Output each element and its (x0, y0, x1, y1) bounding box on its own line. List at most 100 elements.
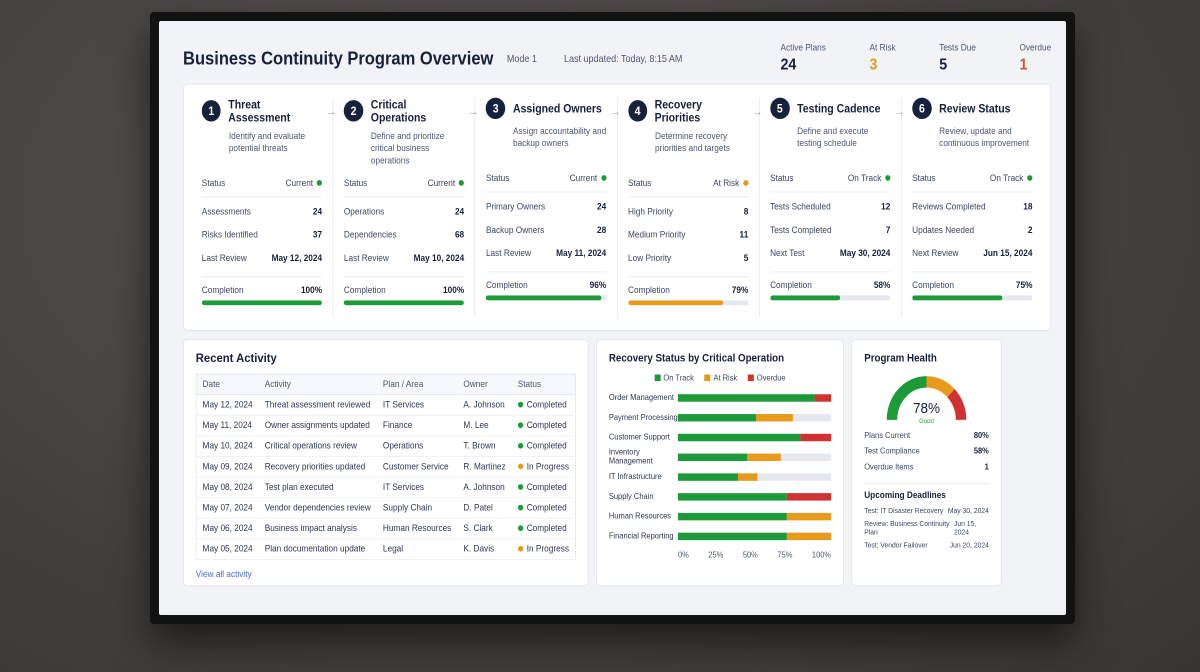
deadline-date: May 30, 2024 (947, 506, 989, 515)
completion-label: Completion (912, 280, 954, 291)
bar-track (677, 492, 832, 501)
table-row[interactable]: May 12, 2024 Threat assessment reviewed IT… (196, 394, 576, 416)
cell-date: May 06, 2024 (196, 518, 259, 540)
chart-row[interactable]: Inventory Management (609, 447, 832, 467)
cell-status: Completed (511, 415, 576, 437)
deadline-row[interactable]: Test: Vendor Failover Jun 20, 2024 (864, 538, 989, 551)
deadline-name: Test: IT Disaster Recovery (864, 506, 944, 515)
chart-row[interactable]: Order Management (608, 388, 832, 408)
table-row[interactable]: May 06, 2024 Business impact analysis Huma… (196, 518, 576, 540)
table-row[interactable]: May 07, 2024 Vendor dependencies review Su… (196, 497, 576, 519)
table-row[interactable]: May 10, 2024 Critical operations review Op… (196, 435, 576, 457)
chart-row[interactable]: Human Resources (609, 506, 832, 526)
status-value: At Risk (713, 178, 749, 188)
metric-label: Medium Priority (628, 230, 686, 241)
category-label: Order Management (608, 393, 674, 403)
column-header[interactable]: Owner (457, 374, 512, 396)
legend-swatch (654, 374, 661, 382)
table-row[interactable]: May 05, 2024 Plan documentation update Leg… (196, 538, 576, 560)
status-dot-icon (316, 180, 323, 186)
column-header[interactable]: Status (511, 374, 576, 396)
step-card-3[interactable]: → 3 Assigned Owners Assign accountability a… (468, 97, 618, 317)
table-row[interactable]: May 11, 2024 Owner assignments updated Fin… (196, 415, 576, 437)
metric-label: Next Review (912, 248, 959, 259)
cell-owner: M. Lee (457, 415, 512, 437)
cell-area: Operations (376, 435, 458, 457)
column-header[interactable]: Date (196, 374, 259, 396)
kpi-label: Active Plans (780, 43, 826, 54)
metric-value: 12 (881, 202, 891, 213)
step-status-row: Status On Track (770, 167, 891, 193)
deadline-row[interactable]: Test: IT Disaster Recovery May 30, 2024 (864, 504, 989, 517)
step-card-2[interactable]: → 2 Critical Operations Define and prioriti… (326, 97, 476, 317)
dashboard-screen: Business Continuity Program Overview Mod… (159, 21, 1066, 615)
metric-value: 18 (1023, 202, 1033, 213)
step-card-1[interactable]: 1 Threat Assessment Identify and evaluate … (191, 97, 334, 317)
bar-track (677, 413, 832, 422)
chart-row[interactable]: Customer Support (608, 427, 832, 447)
completion-bar-fill (628, 300, 724, 306)
status-dot-icon (1027, 175, 1033, 181)
column-header[interactable]: Plan / Area (376, 374, 458, 396)
deadline-date: Jun 20, 2024 (949, 540, 989, 550)
view-all-activity-link[interactable]: View all activity (195, 569, 252, 580)
metric-label: Last Review (485, 248, 531, 259)
cell-area: IT Services (376, 477, 458, 499)
column-header[interactable]: Activity (258, 374, 377, 396)
step-title: Assigned Owners (512, 101, 602, 115)
completion-value: 100% (443, 285, 465, 296)
completion-bar-fill (485, 295, 602, 301)
metric-value: 68 (454, 230, 465, 241)
metric-label: Last Review (201, 253, 247, 264)
metric-value: 58% (973, 447, 989, 457)
table-row[interactable]: May 09, 2024 Recovery priorities updated C… (196, 456, 576, 478)
step-title: Recovery Priorities (654, 97, 702, 124)
bar-track (677, 453, 832, 461)
metric-label: Operations (343, 207, 385, 218)
kpi-at-risk[interactable]: At Risk 3 (869, 43, 895, 74)
gauge-score-label: Good (919, 418, 934, 425)
deadline-row[interactable]: Review: Business Continuity Plan Jun 15, … (864, 517, 989, 538)
metric-label: Tests Scheduled (770, 202, 831, 213)
chart-row[interactable]: IT Infrastructure (609, 467, 832, 487)
bar-segment-overdue (814, 393, 832, 402)
status-dot-icon (517, 525, 523, 532)
status-label: Status (628, 178, 652, 189)
completion-row: Completion 96% (486, 281, 606, 291)
cell-area: Customer Service (376, 456, 458, 478)
completion-bar (485, 295, 607, 301)
table-row[interactable]: May 08, 2024 Test plan executed IT Service… (196, 477, 576, 499)
last-updated: Last updated: Today, 8:15 AM (563, 53, 683, 65)
step-card-6[interactable]: → 6 Review Status Review, update and contin… (894, 97, 1043, 317)
kpi-active-plans[interactable]: Active Plans 24 (780, 43, 825, 74)
kpi-tests-due[interactable]: Tests Due 5 (939, 43, 976, 74)
status-dot-icon (517, 504, 523, 511)
completion-row: Completion 58% (770, 281, 890, 291)
chart-row[interactable]: Financial Reporting (608, 526, 832, 546)
cell-status: Completed (511, 394, 576, 416)
chart-row[interactable]: Payment Processing (609, 407, 832, 427)
bar-segment-on-track (677, 393, 815, 402)
category-label: Customer Support (608, 432, 670, 442)
chart-row[interactable]: Supply Chain (609, 487, 832, 507)
cell-activity: Recovery priorities updated (258, 456, 377, 478)
bar-segment-on-track (677, 413, 757, 422)
cell-status: Completed (511, 435, 576, 457)
status-dot-icon (600, 175, 607, 181)
step-metric-row: Primary Owners 24 (486, 196, 606, 219)
process-steps: 1 Threat Assessment Identify and evaluate … (183, 83, 1052, 331)
step-card-4[interactable]: → 4 Recovery Priorities Determine recovery … (610, 97, 760, 317)
completion-block: Completion 75% (912, 271, 1033, 301)
bar-segment-overdue (786, 492, 832, 501)
arrow-right-icon: → (467, 104, 479, 118)
mode-label[interactable]: Mode 1 (506, 53, 537, 65)
category-label: Financial Reporting (608, 531, 674, 541)
status-text: Completed (526, 420, 567, 431)
step-title: Review Status (939, 101, 1011, 115)
step-card-5[interactable]: → 5 Testing Cadence Define and execute test… (752, 97, 902, 317)
kpi-overdue[interactable]: Overdue 1 (1019, 43, 1051, 74)
step-status-row: Status On Track (912, 167, 1033, 193)
step-metric-row: Backup Owners 28 (486, 219, 606, 242)
chart-rows: Order Management Payment Processing Custom… (608, 388, 832, 546)
status-text: Completed (526, 482, 567, 493)
